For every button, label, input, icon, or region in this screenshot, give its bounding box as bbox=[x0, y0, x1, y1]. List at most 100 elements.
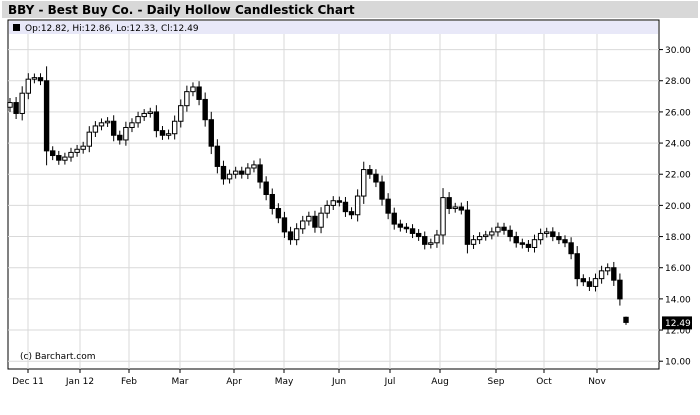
candle-body-up bbox=[226, 173, 233, 180]
candle-body-up bbox=[74, 148, 80, 153]
candle bbox=[37, 73, 44, 86]
legend-bar bbox=[9, 21, 658, 34]
candle bbox=[598, 265, 605, 284]
candle-body-down bbox=[348, 211, 355, 216]
candle bbox=[31, 73, 38, 84]
candle-body-down bbox=[623, 316, 629, 323]
candle bbox=[251, 160, 257, 173]
candle-body-down bbox=[556, 236, 562, 241]
candle bbox=[397, 219, 404, 232]
candle-body-down bbox=[263, 181, 269, 195]
candle bbox=[49, 146, 56, 161]
x-tick-label: Jul bbox=[384, 377, 396, 387]
candle-body-down bbox=[220, 165, 227, 180]
candle bbox=[129, 118, 135, 133]
candle-body-down bbox=[501, 226, 507, 231]
candle-body-up bbox=[537, 232, 544, 241]
candle bbox=[464, 201, 471, 254]
candle-body-down bbox=[385, 198, 391, 214]
candle-body-down bbox=[379, 181, 385, 200]
candle bbox=[135, 111, 141, 128]
legend-swatch-icon bbox=[13, 24, 20, 31]
candle-body-down bbox=[422, 236, 428, 245]
candle bbox=[379, 175, 385, 206]
candle bbox=[611, 261, 617, 286]
candle bbox=[153, 105, 160, 138]
candle-body-up bbox=[184, 91, 190, 107]
candle-body-up bbox=[489, 231, 495, 236]
candle bbox=[13, 97, 19, 119]
x-axis: Dec 11 Jan 12 Feb Mar Apr May Jun Jul Aug Sep Oct N… bbox=[12, 369, 606, 387]
candle bbox=[56, 150, 62, 165]
candle-body-down bbox=[110, 120, 117, 136]
candle-body-up bbox=[354, 195, 361, 216]
x-tick-label: Feb bbox=[121, 377, 137, 387]
candle-body-up bbox=[495, 226, 501, 233]
y-tick-label: 18.00 bbox=[665, 233, 691, 243]
candle-body-up bbox=[62, 156, 68, 161]
candle-body-down bbox=[56, 155, 62, 161]
candle-body-down bbox=[562, 239, 568, 244]
candle-body-up bbox=[592, 278, 599, 287]
candle bbox=[428, 238, 434, 249]
candle bbox=[281, 211, 288, 238]
candle bbox=[306, 211, 312, 226]
candle bbox=[342, 196, 349, 217]
candle-body-up bbox=[428, 242, 434, 245]
candle bbox=[605, 263, 611, 276]
candle bbox=[440, 188, 446, 245]
legend-ohlc: Op:12.82, Hi:12.86, Lo:12.33, Cl:12.49 bbox=[25, 24, 199, 34]
candle-body-up bbox=[544, 231, 550, 234]
candle-body-down bbox=[586, 281, 593, 287]
candle bbox=[537, 228, 544, 245]
candle-body-up bbox=[476, 236, 483, 241]
candle bbox=[220, 160, 227, 185]
y-axis: 10.00 12.00 14.00 16.00 18.00 20.00 22.00 24.00… bbox=[659, 46, 691, 368]
chart-title: BBY - Best Buy Co. - Daily Hollow Candle… bbox=[8, 3, 355, 17]
candle bbox=[184, 85, 190, 112]
y-tick-label: 26.00 bbox=[665, 108, 691, 118]
candle-body-down bbox=[117, 134, 123, 141]
candle bbox=[147, 107, 153, 118]
candle bbox=[245, 163, 251, 180]
candle bbox=[324, 200, 330, 219]
candle-body-up bbox=[598, 270, 605, 280]
candle bbox=[232, 166, 239, 179]
candle bbox=[367, 164, 373, 179]
candle-body-up bbox=[165, 133, 172, 136]
x-tick-label: Sep bbox=[488, 377, 505, 387]
candle-body-down bbox=[415, 232, 422, 238]
candle-body-up bbox=[7, 102, 13, 108]
candle bbox=[257, 158, 263, 189]
last-price-label: 12.49 bbox=[665, 319, 691, 329]
watermark: (c) Barchart.com bbox=[20, 352, 96, 362]
candle bbox=[501, 222, 507, 235]
candle-body-down bbox=[208, 119, 214, 147]
candle bbox=[312, 210, 318, 233]
candle bbox=[159, 126, 166, 140]
candle-body-up bbox=[324, 204, 330, 214]
candle bbox=[574, 246, 580, 287]
candle bbox=[495, 222, 501, 237]
candle-body-down bbox=[568, 242, 574, 255]
y-tick-label: 16.00 bbox=[665, 264, 691, 274]
candle bbox=[98, 118, 105, 131]
candle bbox=[623, 316, 629, 325]
x-tick-label: Dec 11 bbox=[12, 377, 44, 387]
candle-body-down bbox=[574, 253, 580, 280]
candle-body-down bbox=[519, 242, 526, 245]
candle bbox=[86, 126, 92, 153]
title-bar bbox=[2, 1, 698, 18]
candle-body-down bbox=[550, 231, 556, 238]
candle-body-up bbox=[178, 105, 184, 122]
candles bbox=[7, 66, 629, 325]
candle-body-up bbox=[306, 215, 312, 222]
candle-body-down bbox=[196, 86, 202, 100]
candle-body-down bbox=[458, 206, 465, 211]
candle bbox=[470, 235, 477, 249]
y-tick-label: 12.00 bbox=[665, 327, 691, 337]
y-tick-label: 14.00 bbox=[665, 295, 691, 305]
candle bbox=[123, 121, 129, 146]
candle bbox=[385, 193, 391, 220]
